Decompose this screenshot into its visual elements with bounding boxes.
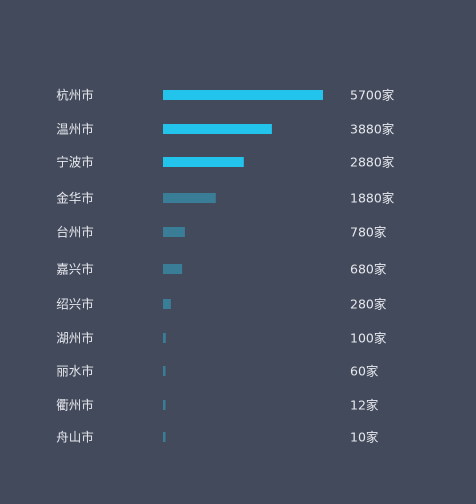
value-label: 60家 — [350, 364, 379, 379]
value-label: 3880家 — [350, 122, 395, 137]
value-label: 280家 — [350, 297, 387, 312]
value-label: 12家 — [350, 398, 379, 413]
category-label: 台州市 — [56, 225, 94, 240]
bar — [163, 90, 323, 100]
bar — [163, 264, 183, 274]
bars — [163, 90, 323, 442]
bar — [163, 299, 171, 309]
bar — [163, 157, 244, 167]
value-labels: 5700家 3880家 2880家 1880家 780家 680家 280家 100家 60家 1… — [350, 88, 395, 445]
value-label: 1880家 — [350, 191, 395, 206]
value-label: 780家 — [350, 225, 387, 240]
category-label: 绍兴市 — [56, 297, 94, 312]
category-label: 温州市 — [56, 122, 94, 137]
bar — [163, 400, 166, 410]
category-label: 嘉兴市 — [56, 262, 94, 277]
bar — [163, 366, 166, 376]
value-label: 5700家 — [350, 88, 395, 103]
category-label: 宁波市 — [56, 155, 94, 170]
category-label: 金华市 — [56, 191, 94, 206]
value-label: 2880家 — [350, 155, 395, 170]
category-label: 丽水市 — [56, 364, 94, 379]
bar — [163, 193, 216, 203]
bar — [163, 124, 272, 134]
value-label: 10家 — [350, 430, 379, 445]
category-label: 衢州市 — [56, 398, 94, 413]
category-label: 舟山市 — [56, 430, 94, 445]
bar — [163, 432, 166, 442]
bar — [163, 333, 166, 343]
category-label: 杭州市 — [56, 88, 94, 103]
value-label: 100家 — [350, 331, 387, 346]
bar — [163, 227, 185, 237]
category-label: 湖州市 — [56, 331, 94, 346]
value-label: 680家 — [350, 262, 387, 277]
